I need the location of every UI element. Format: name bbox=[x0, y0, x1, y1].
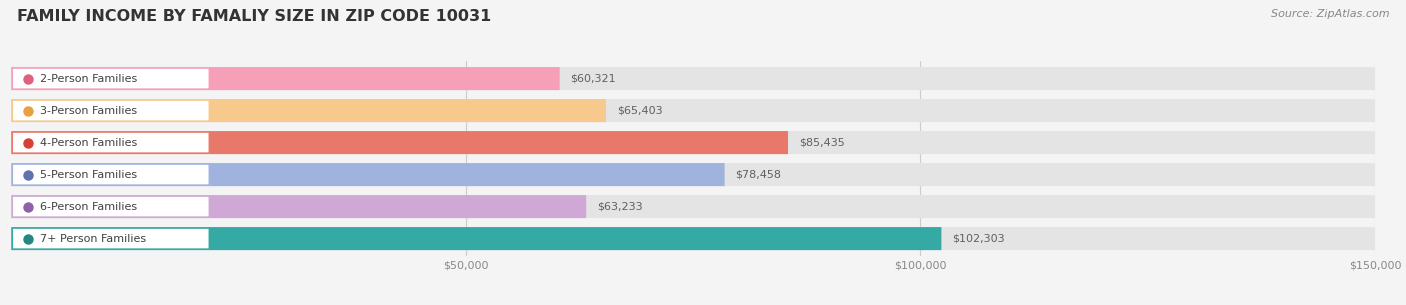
Text: $85,435: $85,435 bbox=[799, 138, 845, 148]
FancyBboxPatch shape bbox=[11, 195, 1375, 218]
Text: 7+ Person Families: 7+ Person Families bbox=[41, 234, 146, 244]
Text: $65,403: $65,403 bbox=[617, 106, 662, 116]
FancyBboxPatch shape bbox=[11, 67, 1375, 90]
Text: 4-Person Families: 4-Person Families bbox=[41, 138, 138, 148]
Text: 3-Person Families: 3-Person Families bbox=[41, 106, 138, 116]
Text: $102,303: $102,303 bbox=[952, 234, 1005, 244]
FancyBboxPatch shape bbox=[11, 195, 586, 218]
FancyBboxPatch shape bbox=[13, 229, 208, 248]
FancyBboxPatch shape bbox=[13, 165, 208, 184]
FancyBboxPatch shape bbox=[11, 163, 1375, 186]
Text: 5-Person Families: 5-Person Families bbox=[41, 170, 138, 180]
FancyBboxPatch shape bbox=[11, 227, 942, 250]
Text: 2-Person Families: 2-Person Families bbox=[41, 74, 138, 84]
Text: Source: ZipAtlas.com: Source: ZipAtlas.com bbox=[1271, 9, 1389, 19]
FancyBboxPatch shape bbox=[11, 163, 724, 186]
FancyBboxPatch shape bbox=[11, 131, 1375, 154]
Text: FAMILY INCOME BY FAMALIY SIZE IN ZIP CODE 10031: FAMILY INCOME BY FAMALIY SIZE IN ZIP COD… bbox=[17, 9, 491, 24]
FancyBboxPatch shape bbox=[11, 131, 787, 154]
Text: 6-Person Families: 6-Person Families bbox=[41, 202, 138, 212]
FancyBboxPatch shape bbox=[11, 99, 606, 122]
FancyBboxPatch shape bbox=[13, 101, 208, 120]
Text: $78,458: $78,458 bbox=[735, 170, 782, 180]
Text: $63,233: $63,233 bbox=[598, 202, 643, 212]
FancyBboxPatch shape bbox=[13, 197, 208, 216]
FancyBboxPatch shape bbox=[11, 227, 1375, 250]
FancyBboxPatch shape bbox=[11, 67, 560, 90]
FancyBboxPatch shape bbox=[13, 133, 208, 152]
FancyBboxPatch shape bbox=[13, 69, 208, 88]
FancyBboxPatch shape bbox=[11, 99, 1375, 122]
Text: $60,321: $60,321 bbox=[571, 74, 616, 84]
